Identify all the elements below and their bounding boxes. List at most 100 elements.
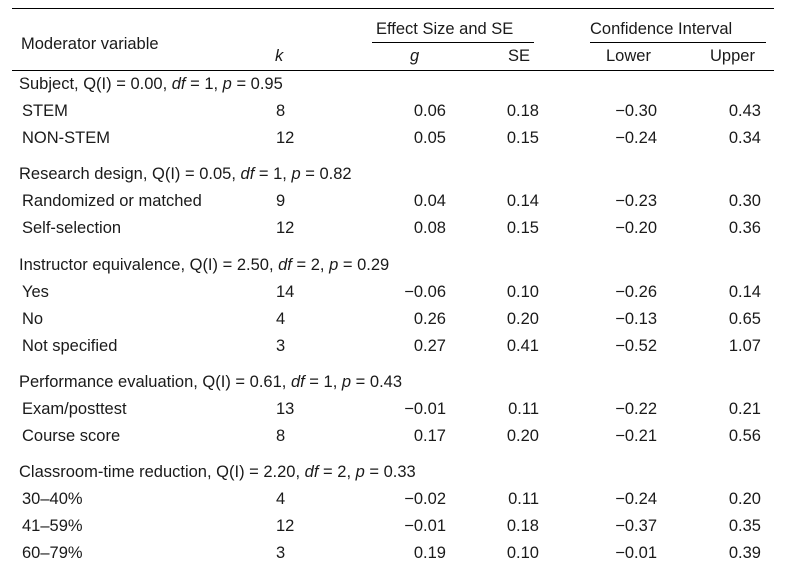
- group-df-stat: 2: [337, 463, 347, 481]
- row-se: 0.20: [506, 427, 539, 445]
- row-ci-lower: −0.22: [615, 400, 657, 418]
- row-ci-upper: 1.07: [728, 337, 761, 355]
- row-k: 8: [276, 427, 286, 445]
- row-label: Yes: [22, 283, 49, 301]
- row-label: Not specified: [22, 337, 118, 355]
- row-label: Randomized or matched: [22, 192, 202, 210]
- group-q-stat: 0.61: [249, 373, 282, 391]
- group-name: Research design: [19, 165, 143, 183]
- row-ci-lower: −0.21: [615, 427, 657, 445]
- ci-subrule: [590, 42, 766, 43]
- row-se: 0.18: [506, 102, 539, 120]
- group-q-stat: 0.05: [199, 165, 232, 183]
- header-k: k: [275, 47, 284, 65]
- group-df-stat: 2: [310, 256, 320, 274]
- row-label: 60–79%: [22, 544, 83, 562]
- row-ci-lower: −0.23: [615, 192, 657, 210]
- header-upper: Upper: [710, 47, 755, 65]
- row-k: 13: [276, 400, 295, 418]
- row-se: 0.18: [506, 517, 539, 535]
- row-ci-upper: 0.56: [728, 427, 761, 445]
- row-ci-upper: 0.21: [728, 400, 761, 418]
- header-bottom-rule: [12, 70, 774, 71]
- group-q-stat: 0.00: [130, 75, 163, 93]
- row-k: 4: [276, 310, 286, 328]
- row-label: NON-STEM: [22, 129, 110, 147]
- group-p-stat: 0.33: [383, 463, 416, 481]
- row-ci-upper: 0.39: [728, 544, 761, 562]
- group-name: Subject: [19, 75, 75, 93]
- effect-size-subrule: [372, 42, 534, 43]
- header-moderator-variable: Moderator variable: [21, 35, 159, 53]
- group-p-stat: 0.43: [369, 373, 403, 391]
- row-se: 0.15: [506, 219, 539, 237]
- row-g: 0.05: [413, 129, 446, 147]
- row-k: 3: [276, 337, 286, 355]
- row-k: 3: [276, 544, 286, 562]
- header-g: g: [410, 47, 420, 65]
- group-df-stat: 1: [204, 75, 214, 93]
- header-confidence-interval-group: Confidence Interval: [590, 20, 733, 38]
- row-se: 0.41: [506, 337, 539, 355]
- row-label: Self-selection: [22, 219, 122, 237]
- row-ci-lower: −0.20: [615, 219, 657, 237]
- row-se: 0.14: [506, 192, 539, 210]
- row-label: Exam/posttest: [22, 400, 127, 418]
- group-heading: Instructor equivalence, Q(I) = 2.50, df …: [19, 256, 390, 274]
- group-df-stat: 1: [323, 373, 333, 391]
- table-top-rule: [12, 8, 774, 9]
- row-k: 9: [276, 192, 286, 210]
- group-heading: Classroom-time reduction, Q(I) = 2.20, d…: [19, 463, 416, 481]
- group-name: Performance evaluation: [19, 373, 194, 391]
- row-k: 14: [276, 283, 295, 301]
- row-ci-upper: 0.65: [728, 310, 761, 328]
- group-name: Classroom-time reduction: [19, 463, 207, 481]
- row-label: No: [22, 310, 44, 328]
- row-g: −0.02: [404, 490, 446, 508]
- row-label: 41–59%: [22, 517, 83, 535]
- row-ci-upper: 0.14: [728, 283, 761, 301]
- row-se: 0.15: [506, 129, 539, 147]
- group-p-stat: 0.82: [319, 165, 352, 183]
- row-ci-lower: −0.26: [615, 283, 657, 301]
- row-ci-lower: −0.30: [615, 102, 657, 120]
- row-k: 12: [276, 219, 295, 237]
- row-se: 0.10: [506, 544, 539, 562]
- row-ci-lower: −0.37: [615, 517, 657, 535]
- row-g: 0.06: [413, 102, 446, 120]
- group-heading: Subject, Q(I) = 0.00, df = 1, p = 0.95: [19, 75, 283, 93]
- group-q-stat: 2.20: [263, 463, 296, 481]
- row-ci-upper: 0.36: [728, 219, 761, 237]
- row-g: 0.27: [413, 337, 446, 355]
- group-p-stat: 0.95: [250, 75, 283, 93]
- row-label: STEM: [22, 102, 68, 120]
- row-se: 0.20: [506, 310, 539, 328]
- header-effect-size-group: Effect Size and SE: [376, 20, 514, 38]
- row-ci-lower: −0.01: [615, 544, 657, 562]
- row-ci-upper: 0.43: [728, 102, 761, 120]
- row-label: 30–40%: [22, 490, 83, 508]
- row-k: 8: [276, 102, 286, 120]
- row-g: −0.01: [404, 517, 446, 535]
- row-g: 0.04: [413, 192, 446, 210]
- row-g: 0.19: [413, 544, 446, 562]
- row-label: Course score: [22, 427, 121, 445]
- group-q-stat: 2.50: [236, 256, 269, 274]
- row-k: 12: [276, 129, 295, 147]
- row-g: −0.01: [404, 400, 446, 418]
- row-se: 0.10: [506, 283, 539, 301]
- group-p-stat: 0.29: [357, 256, 390, 274]
- group-heading: Research design, Q(I) = 0.05, df = 1, p …: [19, 165, 352, 183]
- row-ci-upper: 0.20: [728, 490, 761, 508]
- row-g: −0.06: [404, 283, 446, 301]
- header-lower: Lower: [606, 47, 651, 65]
- row-k: 4: [276, 490, 286, 508]
- row-ci-lower: −0.52: [615, 337, 657, 355]
- row-ci-upper: 0.30: [728, 192, 761, 210]
- row-ci-upper: 0.35: [728, 517, 761, 535]
- row-ci-lower: −0.24: [615, 490, 657, 508]
- group-df-stat: 1: [273, 165, 283, 183]
- row-ci-lower: −0.13: [615, 310, 657, 328]
- group-name: Instructor equivalence: [19, 256, 181, 274]
